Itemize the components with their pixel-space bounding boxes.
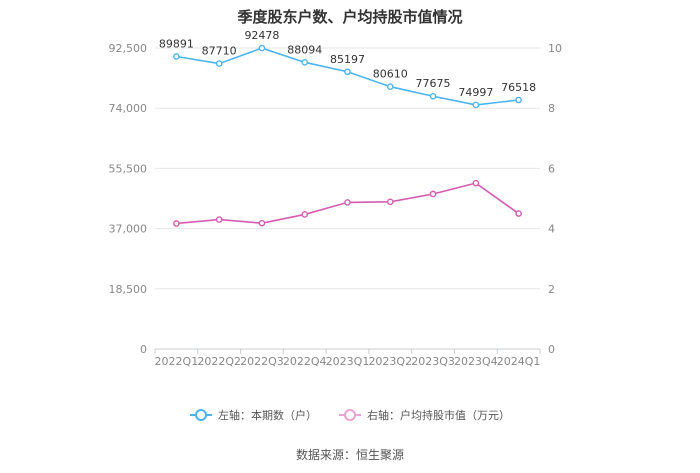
x-axis-tick-label: 2022Q2 [197,355,241,368]
data-label: 89891 [159,37,194,50]
left-axis-tick-label: 74,000 [109,102,148,115]
legend-label-left: 左轴：本期数（户） [218,409,317,422]
series-point-right [515,210,522,217]
series-point-right [472,179,480,187]
left-axis-tick-label: 37,000 [109,223,148,236]
legend-marker-right [339,409,361,421]
data-label: 77675 [416,77,451,90]
series-point-left [344,68,351,76]
data-label: 74997 [458,86,493,99]
x-axis-tick-label: 2023Q1 [326,355,370,368]
series-point-right [215,216,223,223]
right-axis-tick-label: 10 [548,42,562,55]
series-point-left [301,59,309,66]
series-point-right [301,211,309,218]
x-axis-tick-label: 2023Q4 [454,355,498,368]
data-label: 92478 [244,29,279,42]
data-source: 数据来源：恒生聚源 [295,448,404,462]
right-axis-tick-label: 0 [548,343,555,356]
x-axis-tick-label: 2022Q3 [240,355,284,368]
legend-item-right-series[interactable]: 右轴：户均持股市值（万元） [339,407,510,423]
series-point-left [429,92,437,100]
series-point-left [515,96,522,104]
right-axis-tick-label: 4 [548,223,555,236]
x-axis-tick-label: 2022Q1 [155,355,199,368]
data-label: 85197 [330,53,365,66]
legend-item-left-series[interactable]: 左轴：本期数（户） [190,407,317,423]
x-axis-tick-label: 2023Q3 [411,355,455,368]
right-axis-tick-label: 2 [548,283,555,296]
data-label: 76518 [501,81,536,94]
series-point-left [472,101,480,109]
legend-label-right: 右轴：户均持股市值（万元） [367,409,510,422]
chart-title: 季度股东户数、户均持股市值情况 [237,8,463,26]
right-axis-tick-label: 8 [548,102,555,115]
left-axis-tick-label: 92,500 [109,42,148,55]
data-label: 88094 [287,43,322,56]
x-axis-tick-label: 2024Q1 [497,355,541,368]
x-axis-tick-label: 2022Q4 [283,355,327,368]
series-point-left [258,44,266,52]
chart-plot: 0 0 18,500 2 37,000 4 55,500 6 74,000 8 92,500 10 20… [109,29,563,368]
x-axis-tick-label: 2023Q2 [368,355,412,368]
legend-marker-left [190,409,212,421]
series-point-left [215,60,223,67]
left-axis-tick-label: 18,500 [109,283,148,296]
data-label: 87710 [202,45,237,58]
series-point-right [386,198,394,206]
chart-legend: 左轴：本期数（户） 右轴：户均持股市值（万元） [0,407,700,423]
left-axis-tick-label: 55,500 [109,162,148,175]
series-point-right [344,199,351,206]
series-point-left [173,53,180,60]
data-label: 80610 [373,68,408,81]
series-point-right [429,190,437,198]
series-point-right [173,220,180,227]
right-axis-tick-label: 6 [548,162,555,175]
series-point-right [258,219,266,227]
series-point-left [386,83,394,90]
left-axis-tick-label: 0 [140,343,147,356]
